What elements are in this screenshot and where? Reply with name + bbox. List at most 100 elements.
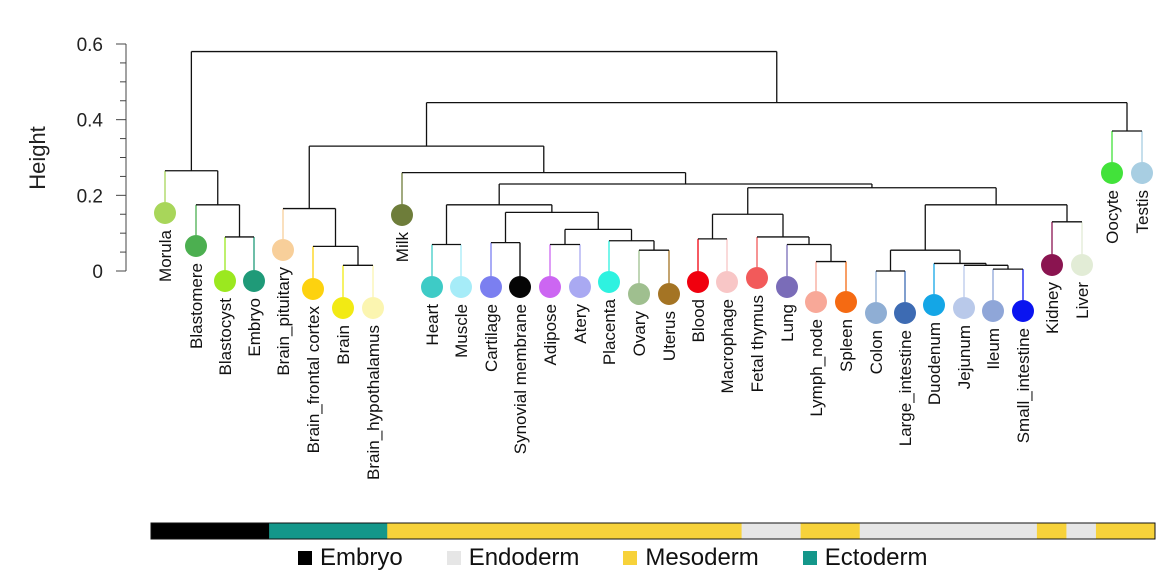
leaf-label-embryo: Embryo xyxy=(245,298,264,357)
leaf-label-blastomere: Blastomere xyxy=(187,263,206,349)
legend-label: Mesoderm xyxy=(645,544,759,571)
legend-item-mesoderm: Mesoderm xyxy=(623,544,759,572)
leaf-node-fetal-thymus xyxy=(746,267,768,289)
germ-layer-bar-outline xyxy=(150,522,1156,540)
leaf-label-lymph-node: Lymph_node xyxy=(807,319,826,417)
leaf-label-ovary: Ovary xyxy=(630,311,649,357)
leaf-node-muscle xyxy=(450,276,472,298)
leaf-node-blastomere xyxy=(185,235,207,257)
leaf-label-ileum: Ileum xyxy=(984,328,1003,370)
leaf-label-lung: Lung xyxy=(778,304,797,342)
leaf-node-uterus xyxy=(658,283,680,305)
legend-item-endoderm: Endoderm xyxy=(446,544,580,572)
leaf-node-brain-frontal-cortex xyxy=(302,278,324,300)
leaf-node-brain-pituitary xyxy=(272,239,294,261)
legend-swatch-mesoderm xyxy=(623,551,638,565)
legend-swatch-embryo xyxy=(298,551,312,565)
y-tick-label: 0.6 xyxy=(77,35,103,56)
leaf-label-small-intestine: Small_intestine xyxy=(1014,328,1033,443)
leaf-node-brain-hypothalamus xyxy=(362,297,384,319)
leaf-node-brain xyxy=(332,297,354,319)
leaf-label-morula: Morula xyxy=(156,229,175,282)
y-tick-label: 0.2 xyxy=(77,186,103,207)
leaf-label-adipose: Adipose xyxy=(541,304,560,365)
leaf-node-macrophage xyxy=(716,271,738,293)
leaf-label-cartilage: Cartilage xyxy=(482,304,501,372)
leaf-node-heart xyxy=(421,276,443,298)
germ-layer-segment-mesoderm xyxy=(1036,523,1067,539)
leaf-label-liver: Liver xyxy=(1073,282,1092,319)
leaf-node-cartilage xyxy=(480,276,502,298)
leaf-node-large-intestine xyxy=(894,302,916,324)
tree-branches xyxy=(164,50,1143,302)
leaf-label-uterus: Uterus xyxy=(660,311,679,361)
leaf-node-morula xyxy=(154,202,176,224)
germ-layer-segment-mesoderm xyxy=(800,523,861,539)
germ-layer-segment-endoderm xyxy=(741,523,802,539)
legend-item-ectoderm: Ectoderm xyxy=(802,544,928,572)
leaf-node-ovary xyxy=(628,283,650,305)
legend-swatch-ectoderm xyxy=(802,551,817,565)
leaf-node-adipose xyxy=(539,276,561,298)
germ-layer-segment-embryo xyxy=(151,523,270,539)
leaf-node-placenta xyxy=(598,271,620,293)
germ-layer-segment-ectoderm xyxy=(269,523,388,539)
leaf-label-oocyte: Oocyte xyxy=(1103,190,1122,244)
leaf-node-lung xyxy=(776,276,798,298)
leaf-node-atery xyxy=(569,276,591,298)
leaf-node-liver xyxy=(1071,254,1093,276)
leaf-label-fetal-thymus: Fetal thymus xyxy=(748,295,767,392)
leaf-node-oocyte xyxy=(1101,162,1123,184)
y-tick-label: 0 xyxy=(92,262,103,283)
germ-layer-segment-endoderm xyxy=(859,523,1038,539)
leaf-node-blood xyxy=(687,271,709,293)
germ-layer-segment-mesoderm xyxy=(1095,523,1156,539)
leaf-label-blastocyst: Blastocyst xyxy=(216,298,235,376)
legend: Embryo Endoderm Mesoderm Ectoderm xyxy=(298,544,928,572)
leaf-label-atery: Atery xyxy=(571,304,590,344)
leaf-label-synovial-membrane: Synovial membrane xyxy=(511,304,530,454)
leaf-node-spleen xyxy=(835,291,857,313)
leaf-label-macrophage: Macrophage xyxy=(718,299,737,394)
leaf-node-jejunum xyxy=(953,297,975,319)
leaf-node-kidney xyxy=(1041,254,1063,276)
leaf-label-brain: Brain xyxy=(334,325,353,365)
leaf-node-ileum xyxy=(982,300,1004,322)
legend-label: Endoderm xyxy=(468,544,580,571)
germ-layer-bar xyxy=(150,522,1156,540)
leaf-label-jejunum: Jejunum xyxy=(955,325,974,389)
leaf-node-duodenum xyxy=(923,294,945,316)
y-tick-label: 0.4 xyxy=(77,111,104,132)
leaf-label-kidney: Kidney xyxy=(1043,282,1062,334)
legend-label: Ectoderm xyxy=(824,544,928,571)
leaf-label-testis: Testis xyxy=(1133,190,1152,233)
legend-swatch-endoderm xyxy=(446,551,461,565)
leaf-label-brain-pituitary: Brain_pituitary xyxy=(274,267,293,376)
y-axis: 0 0.2 0.4 0.6 Height xyxy=(25,35,127,283)
germ-layer-segment-endoderm xyxy=(1066,523,1097,539)
leaf-node-synovial-membrane xyxy=(509,276,531,298)
leaf-label-colon: Colon xyxy=(867,330,886,374)
leaf-label-milk: Milk xyxy=(393,232,412,263)
leaf-node-small-intestine xyxy=(1012,300,1034,322)
leaf-node-embryo xyxy=(243,270,265,292)
leaf-label-placenta: Placenta xyxy=(600,298,619,365)
leaf-node-blastocyst xyxy=(214,270,236,292)
leaf-label-brain-frontal-cortex: Brain_frontal cortex xyxy=(304,306,323,454)
leaf-label-large-intestine: Large_intestine xyxy=(896,330,915,446)
legend-label: Embryo xyxy=(320,544,403,571)
leaf-label-heart: Heart xyxy=(423,304,442,346)
leaf-node-milk xyxy=(391,204,413,226)
legend-item-embryo: Embryo xyxy=(298,544,403,572)
leaf-node-testis xyxy=(1131,162,1153,184)
leaf-label-duodenum: Duodenum xyxy=(925,322,944,405)
leaf-node-lymph-node xyxy=(805,291,827,313)
leaf-label-spleen: Spleen xyxy=(837,319,856,372)
leaf-label-muscle: Muscle xyxy=(452,304,471,358)
leaf-label-brain-hypothalamus: Brain_hypothalamus xyxy=(364,325,383,480)
leaf-label-blood: Blood xyxy=(689,299,708,342)
y-axis-label: Height xyxy=(25,126,50,190)
germ-layer-segment-mesoderm xyxy=(387,523,743,539)
